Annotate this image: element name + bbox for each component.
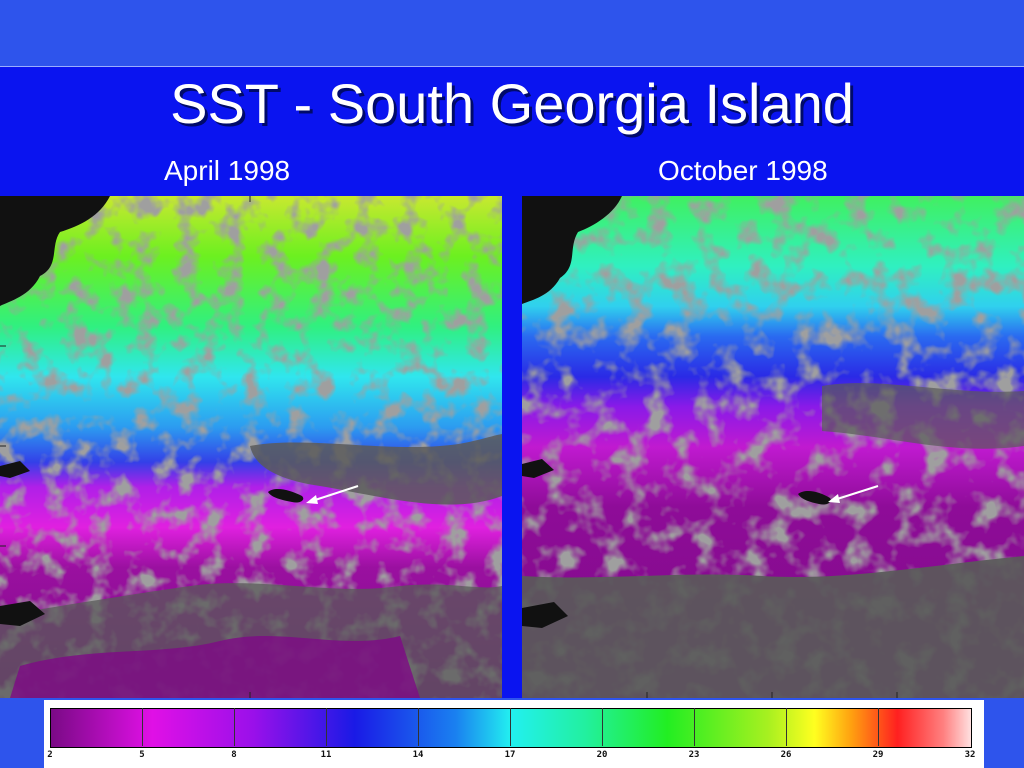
october-1998-sst-map — [522, 196, 1024, 698]
colorbar-tick-label: 32 — [964, 750, 976, 760]
arrow-icon — [828, 485, 879, 503]
colorbar-divider — [878, 708, 879, 746]
colorbar-tick-label: 8 — [231, 750, 237, 760]
right-map-caption: October 1998 — [658, 155, 828, 186]
arrow-icon — [306, 485, 359, 504]
colorbar-tick-label: 14 — [412, 750, 424, 760]
colorbar-tick-label: 26 — [780, 750, 792, 760]
colorbar-tick-label: 2 — [47, 750, 53, 760]
colorbar-tick-label: 11 — [320, 750, 332, 760]
colorbar-divider — [510, 708, 511, 746]
colorbar-tick-label: 5 — [139, 750, 145, 760]
april-1998-sst-map — [0, 196, 502, 698]
left-map-caption: April 1998 — [164, 155, 291, 186]
colorbar-tick-label: 17 — [504, 750, 516, 760]
sst-colorbar — [50, 708, 972, 748]
colorbar-tick-label: 20 — [596, 750, 608, 760]
header-band — [0, 0, 1024, 67]
colorbar-divider — [142, 708, 143, 746]
slide-title: SST - South Georgia Island — [170, 72, 854, 135]
colorbar-tick-label: 29 — [872, 750, 884, 760]
colorbar-divider — [418, 708, 419, 746]
south-georgia-island-shape — [268, 489, 304, 503]
colorbar-divider — [234, 708, 235, 746]
colorbar-divider — [602, 708, 603, 746]
colorbar-divider — [694, 708, 695, 746]
colorbar-divider — [326, 708, 327, 746]
south-georgia-island-shape — [798, 491, 831, 505]
colorbar-tick-label: 23 — [688, 750, 700, 760]
colorbar-divider — [786, 708, 787, 746]
